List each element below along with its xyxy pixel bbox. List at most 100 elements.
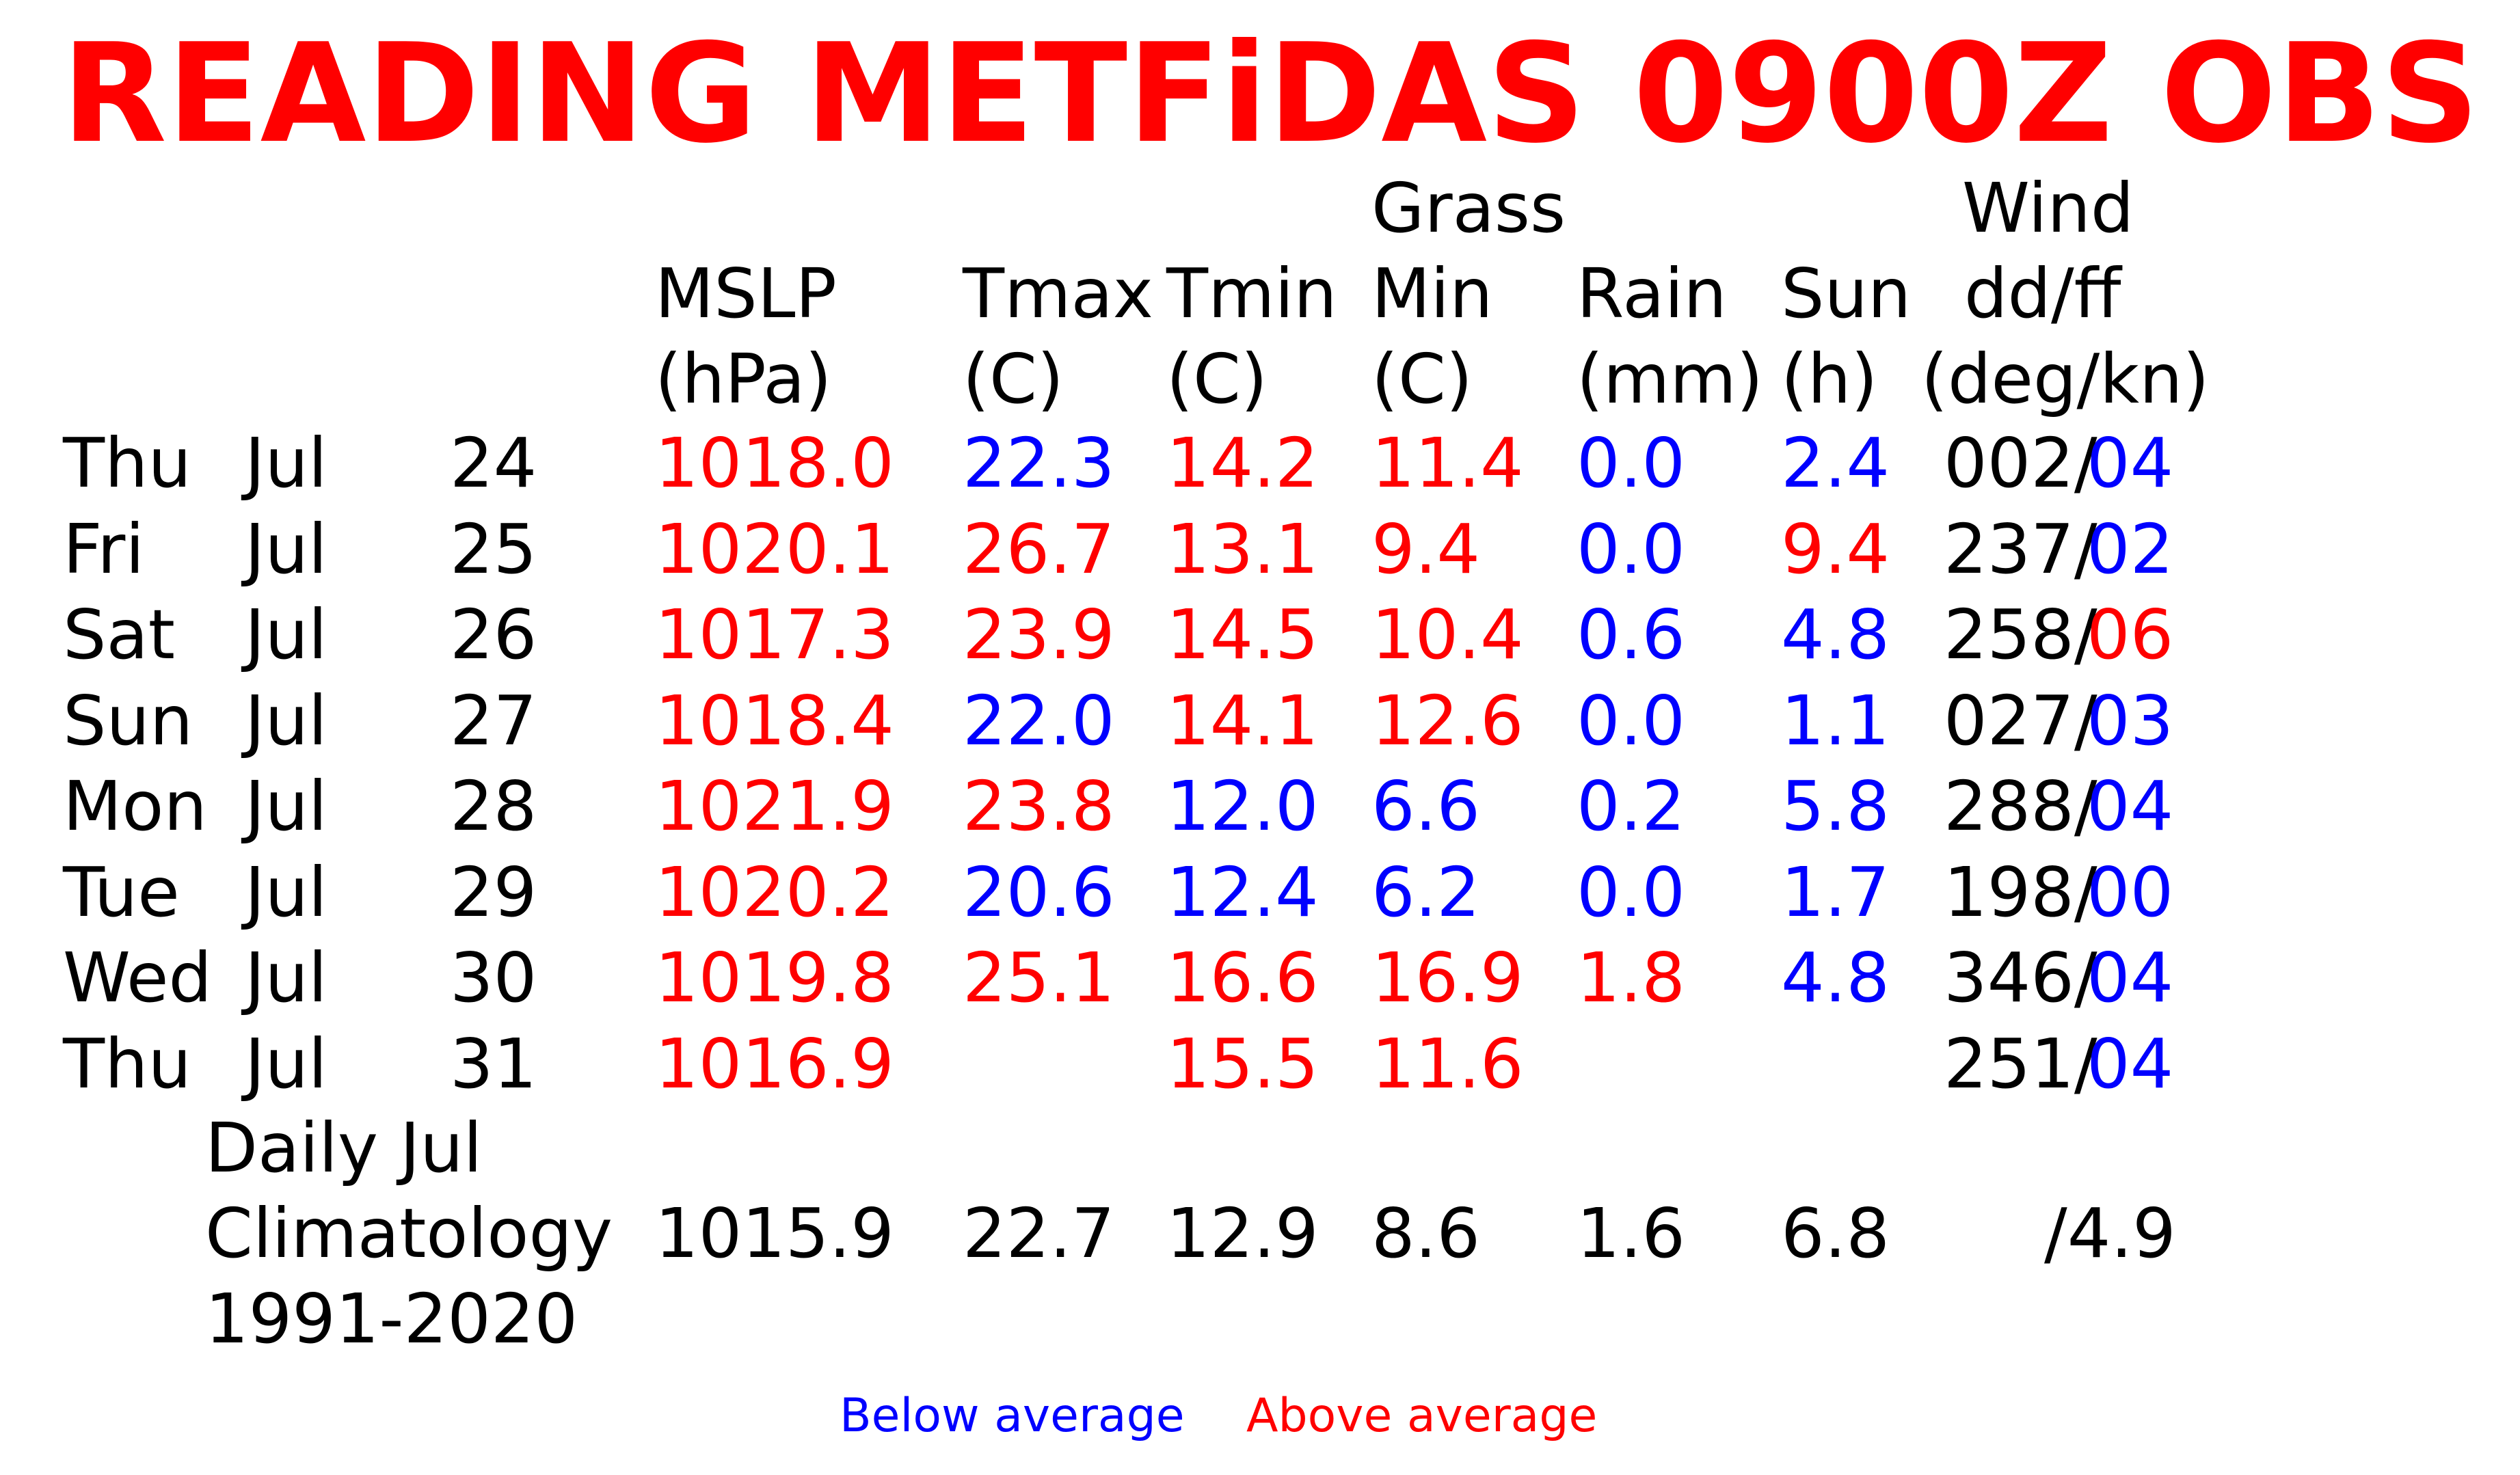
cell-tmin: 13.1 [1166,509,1319,589]
row-day-of-week: Sat [63,595,175,675]
row-day-of-week: Mon [63,766,207,846]
cell-grass: 11.4 [1371,423,1524,503]
row-day-of-week: Fri [63,509,145,589]
climatology-tmax: 22.7 [963,1193,1115,1273]
climatology-tmin: 12.9 [1166,1193,1319,1273]
cell-wind-direction: 288/ [1944,766,2097,846]
row-date: 26 [450,595,537,675]
header-wind-line-0: Wind [1962,168,2134,248]
row-month: Jul [245,1023,327,1104]
header-tmin-line-1: (C) [1166,339,1268,419]
row-month: Jul [245,509,327,589]
cell-grass: 16.9 [1371,938,1524,1018]
header-sun-line-0: Sun [1781,254,1912,334]
cell-tmax: 25.1 [963,938,1115,1018]
row-date: 27 [450,680,537,761]
header-grass-line-2: (C) [1371,339,1473,419]
cell-wind-direction: 027/ [1944,680,2097,761]
header-rain-line-0: Rain [1577,254,1727,334]
header-rain-line-1: (mm) [1577,339,1763,419]
cell-mslp: 1018.0 [655,423,894,503]
cell-mslp: 1020.1 [655,509,894,589]
cell-wind-direction: 237/ [1944,509,2097,589]
cell-tmin: 14.1 [1166,680,1319,761]
cell-wind-speed: 00 [2087,852,2174,932]
cell-wind-speed: 06 [2087,595,2174,675]
cell-mslp: 1019.8 [655,938,894,1018]
climatology-label-line-0: Daily Jul [205,1108,483,1188]
row-date: 29 [450,852,537,932]
cell-mslp: 1021.9 [655,766,894,846]
cell-wind-speed: 04 [2087,423,2174,503]
row-month: Jul [245,852,327,932]
row-month: Jul [245,766,327,846]
cell-sun: 1.7 [1781,852,1890,932]
legend-below: Below average [840,1389,1185,1443]
cell-tmin: 16.6 [1166,938,1319,1018]
cell-mslp: 1018.4 [655,680,894,761]
cell-wind-direction: 002/ [1944,423,2097,503]
cell-mslp: 1017.3 [655,595,894,675]
cell-sun: 4.8 [1781,595,1890,675]
row-date: 28 [450,766,537,846]
cell-rain: 1.8 [1577,938,1686,1018]
climatology-grass: 8.6 [1371,1193,1481,1273]
row-day-of-week: Tue [63,852,180,932]
header-wind-line-2: (deg/kn) [1921,339,2210,419]
cell-grass: 12.6 [1371,680,1524,761]
cell-tmax: 23.8 [963,766,1115,846]
cell-grass: 9.4 [1371,509,1481,589]
row-date: 24 [450,423,537,503]
header-tmin-line-0: Tmin [1166,254,1337,334]
cell-sun: 1.1 [1781,680,1890,761]
cell-wind-direction: 258/ [1944,595,2097,675]
cell-rain: 0.0 [1577,509,1686,589]
row-month: Jul [245,595,327,675]
cell-tmax: 23.9 [963,595,1115,675]
row-month: Jul [245,938,327,1018]
cell-wind-speed: 04 [2087,1023,2174,1104]
cell-tmax: 20.6 [963,852,1115,932]
row-day-of-week: Wed [63,938,213,1018]
cell-wind-speed: 04 [2087,938,2174,1018]
header-sun-line-1: (h) [1781,339,1878,419]
climatology-wind: /4.9 [2044,1193,2176,1273]
row-date: 30 [450,938,537,1018]
row-month: Jul [245,423,327,503]
cell-rain: 0.6 [1577,595,1686,675]
cell-wind-speed: 04 [2087,766,2174,846]
header-tmax-line-0: Tmax [963,254,1153,334]
cell-grass: 11.6 [1371,1023,1524,1104]
header-tmax-line-1: (C) [963,339,1064,419]
cell-sun: 9.4 [1781,509,1890,589]
cell-rain: 0.2 [1577,766,1686,846]
cell-wind-direction: 251/ [1944,1023,2097,1104]
cell-tmax: 22.3 [963,423,1115,503]
row-day-of-week: Thu [63,1023,191,1104]
header-grass-line-1: Min [1371,254,1493,334]
climatology-mslp: 1015.9 [655,1193,894,1273]
cell-wind-direction: 198/ [1944,852,2097,932]
cell-wind-speed: 02 [2087,509,2174,589]
cell-tmax: 22.0 [963,680,1115,761]
cell-tmin: 14.2 [1166,423,1319,503]
cell-rain: 0.0 [1577,852,1686,932]
cell-wind-direction: 346/ [1944,938,2097,1018]
row-day-of-week: Sun [63,680,193,761]
row-day-of-week: Thu [63,423,191,503]
climatology-label-line-2: 1991-2020 [205,1279,578,1359]
cell-sun: 4.8 [1781,938,1890,1018]
cell-tmin: 15.5 [1166,1023,1319,1104]
cell-wind-speed: 03 [2087,680,2174,761]
cell-sun: 2.4 [1781,423,1890,503]
cell-sun: 5.8 [1781,766,1890,846]
row-date: 25 [450,509,537,589]
page-title: READING METFiDAS 0900Z OBS [62,14,2480,174]
cell-tmin: 14.5 [1166,595,1319,675]
header-mslp-line-1: (hPa) [655,339,832,419]
cell-grass: 6.6 [1371,766,1481,846]
cell-mslp: 1020.2 [655,852,894,932]
header-mslp-line-0: MSLP [655,254,837,334]
cell-rain: 0.0 [1577,680,1686,761]
climatology-rain: 1.6 [1577,1193,1686,1273]
